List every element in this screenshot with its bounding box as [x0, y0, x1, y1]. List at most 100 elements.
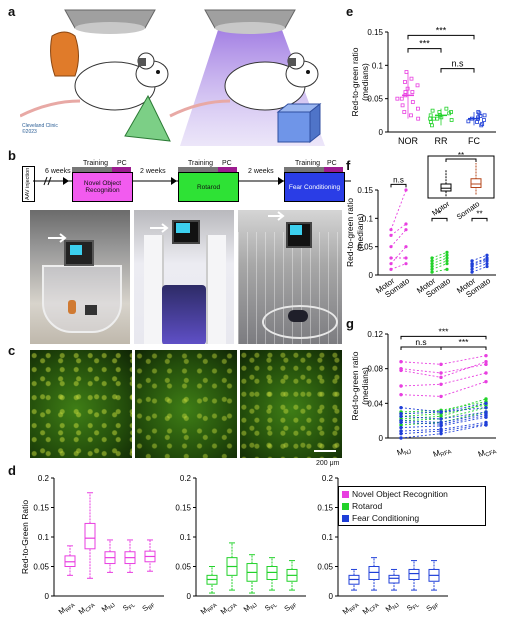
micrograph-3 [240, 350, 342, 458]
f-point-somato [485, 257, 489, 261]
d-ytick-label: 0.05 [33, 563, 49, 572]
d-box [388, 574, 400, 584]
d-xtick-label: MRFA [57, 598, 77, 617]
g-sig-label: *** [439, 326, 450, 336]
g-point [484, 353, 488, 358]
g-series-line [400, 381, 487, 397]
d-ytick-label: 0 [329, 592, 334, 601]
e-point [430, 108, 435, 113]
e-point [403, 80, 407, 84]
e-xtick-label: FC [468, 136, 480, 146]
g-point [484, 360, 488, 364]
f-pair-line [431, 251, 448, 259]
f-point-somato [485, 262, 489, 266]
gap-1-label: 6 weeks [45, 168, 71, 175]
g-point [484, 397, 488, 401]
g-point [399, 360, 403, 364]
g-point [439, 371, 443, 375]
g-point [399, 431, 403, 436]
d-xtick-label: SFL [121, 599, 137, 615]
g-sig-bracket [440, 346, 487, 350]
e-point [480, 122, 485, 126]
f-inset-frame [427, 155, 495, 199]
e-point [410, 100, 415, 104]
micrograph-2 [135, 350, 237, 458]
f-inset-sig-label: ** [458, 151, 464, 160]
e-point [431, 116, 436, 121]
panel-label-b: b [8, 148, 16, 163]
e-point [437, 110, 442, 114]
f-point-somato [445, 267, 449, 271]
f-point-motor [389, 245, 393, 249]
e-ytick-label: 0.15 [367, 28, 383, 37]
panel-label-g: g [346, 316, 354, 331]
f-ytick-label: 0.15 [357, 186, 373, 195]
g-point [439, 382, 443, 386]
e-point [409, 76, 414, 81]
g-point [484, 405, 488, 410]
f-point-somato [485, 253, 489, 257]
e-sig-label: *** [436, 25, 447, 35]
e-sig-label: n.s [451, 59, 464, 69]
panel-label-a: a [8, 4, 16, 19]
f-point-somato [404, 256, 408, 260]
f-point-motor [430, 270, 434, 274]
object-orange [50, 31, 79, 77]
panel-label-d: d [8, 463, 16, 478]
d-box [84, 522, 96, 550]
g-point [399, 405, 403, 410]
g-ytick-label: 0.08 [367, 365, 383, 374]
g-point [439, 394, 443, 399]
d-ytick-label: 0 [45, 592, 50, 601]
d-ytick-label: 0.15 [175, 504, 191, 513]
chart-e: 0 0.05 0.1 0.15 Red-to-green ratio (medians) N… [350, 25, 496, 146]
f-pair-line [431, 263, 448, 270]
f-inset-box [440, 183, 452, 192]
e-point [415, 83, 420, 88]
panel-label-e: e [346, 4, 354, 19]
gap-2-label: 2 weeks [140, 168, 166, 175]
e-point [409, 113, 413, 118]
f-pair-line [390, 263, 407, 270]
d-ytick-label: 0.2 [180, 474, 192, 483]
d-ytick-label: 0.2 [322, 474, 334, 483]
training-bar-3 [284, 167, 324, 172]
g-point [484, 362, 488, 367]
training-bar-1 [72, 167, 112, 172]
f-point-motor [389, 262, 393, 266]
d-ytick-label: 0 [187, 592, 192, 601]
f-pair-line [471, 254, 488, 262]
f-ytick-label: 0 [369, 271, 374, 280]
f-sig-label: * [438, 209, 441, 218]
f-point-somato [404, 245, 408, 249]
g-point [399, 392, 403, 397]
f-point-motor [430, 262, 434, 266]
task-box-rotarod: Rotarod [178, 172, 239, 202]
e-sig-bracket [407, 34, 475, 40]
e-point [475, 120, 479, 124]
e-point [449, 118, 454, 122]
legend-item-fc: Fear Conditioning [342, 513, 419, 523]
f-inset-sig [445, 158, 477, 162]
g-sig-bracket [400, 335, 487, 340]
object-green-pyramid [124, 94, 171, 142]
d-xtick-label: SFL [405, 599, 421, 615]
e-point [428, 116, 433, 121]
e-point [466, 119, 471, 124]
g-point [399, 384, 403, 388]
d-xtick-label: MRFA [199, 598, 219, 617]
f-point-motor [430, 267, 434, 271]
d-ytick-label: 0.1 [322, 533, 334, 542]
d-ytick-label: 0.1 [38, 533, 50, 542]
g-sig-bracket [400, 346, 442, 350]
f-point-motor [430, 259, 434, 263]
g-point [399, 429, 403, 433]
f-pair-line [471, 263, 488, 270]
lamp-right-lens [215, 22, 285, 34]
f-point-motor [430, 256, 434, 260]
pc-bar-2 [218, 167, 237, 172]
f-ytick-label: 0.05 [357, 243, 373, 252]
e-ylabel-2: (medians) [360, 63, 370, 101]
legend-item-nor: Novel Object Recognition [342, 489, 448, 499]
